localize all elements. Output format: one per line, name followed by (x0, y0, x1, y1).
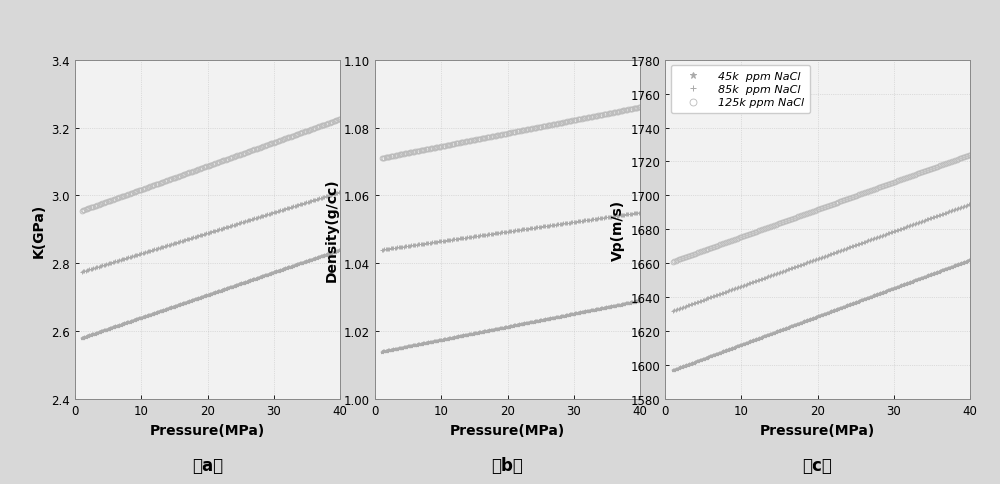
Text: （b）: （b） (492, 455, 523, 474)
Text: （a）: （a） (192, 455, 223, 474)
Legend: 45k  ppm NaCl, 85k  ppm NaCl, 125k ppm NaCl: 45k ppm NaCl, 85k ppm NaCl, 125k ppm NaC… (671, 66, 810, 114)
X-axis label: Pressure(MPa): Pressure(MPa) (450, 423, 565, 437)
Y-axis label: Vp(m/s): Vp(m/s) (611, 199, 625, 260)
Text: （c）: （c） (803, 455, 832, 474)
X-axis label: Pressure(MPa): Pressure(MPa) (760, 423, 875, 437)
Y-axis label: Density(g/cc): Density(g/cc) (324, 178, 338, 282)
Y-axis label: K(GPa): K(GPa) (32, 203, 46, 257)
X-axis label: Pressure(MPa): Pressure(MPa) (150, 423, 265, 437)
